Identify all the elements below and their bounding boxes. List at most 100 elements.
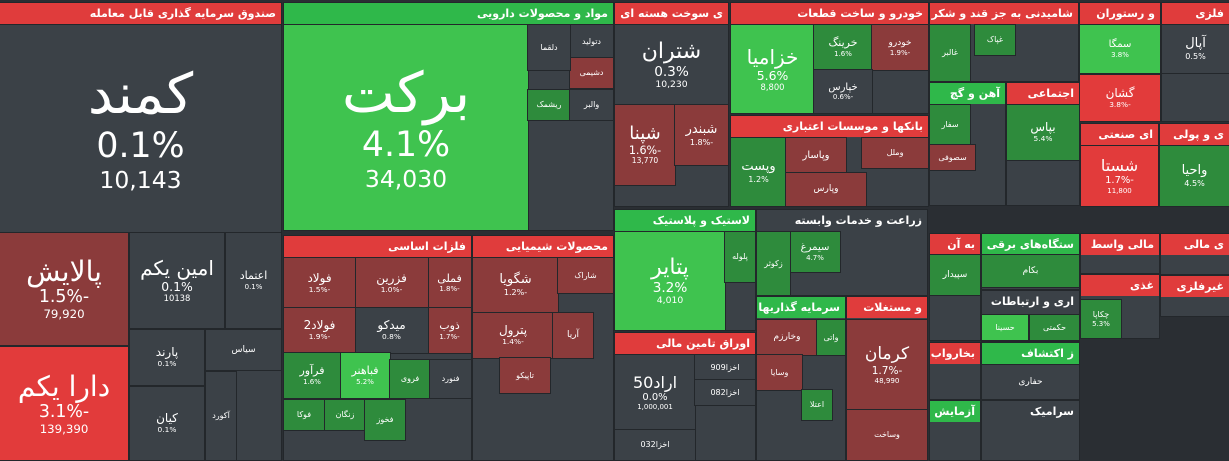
stock-tile: گشان -3.8%	[1079, 74, 1161, 122]
stock-volume: 10,230	[655, 79, 688, 91]
stock-name: پترول	[498, 323, 528, 338]
sector-title: ی سوخت هسته ای	[615, 3, 728, 24]
stock-tile: پترول -1.4%	[472, 312, 554, 359]
stock-change: -1.7%	[1105, 175, 1134, 187]
sector-title: سرمایه گذاریها	[757, 297, 845, 318]
stock-tile: بپاس 5.4%	[1006, 104, 1080, 161]
stock-tile: پارند 0.1%	[129, 329, 205, 386]
stock-change: 5.4%	[1033, 134, 1053, 144]
stock-tile: سصوفی	[929, 144, 976, 171]
stock-tile: وملل	[861, 137, 929, 169]
stock-name: سپیدار	[942, 269, 968, 280]
sector-title: فلزی	[1162, 3, 1229, 24]
stock-name: دتولید	[582, 36, 601, 46]
stock-name: اعتلا	[809, 400, 825, 410]
stock-change: 5.2%	[356, 377, 374, 386]
stock-change: 0.5%	[1185, 51, 1206, 61]
sector-title: غذی	[1081, 275, 1159, 296]
sector-title: غیرفلزی	[1161, 276, 1229, 297]
stock-name: شاراک	[574, 270, 597, 280]
sector-title: اوراق تامین مالی	[615, 333, 755, 354]
stock-name: آکورد	[212, 411, 230, 421]
stock-name: سفار	[941, 120, 959, 130]
stock-tile: خرینگ 1.6%	[813, 24, 873, 71]
stock-name: فرآور	[299, 364, 325, 378]
stock-name: واتی	[823, 332, 839, 342]
stock-tile: شپنا -1.6% 13,770	[614, 104, 676, 186]
stock-name: سیاس	[231, 344, 256, 355]
stock-change: -1.5%	[38, 287, 90, 308]
stock-tile: فزرین -1.0%	[354, 257, 429, 309]
stock-volume: 79,920	[43, 307, 85, 322]
stock-name: اخزا909	[710, 362, 740, 372]
stock-tile: فولاد2 -1.9%	[283, 307, 356, 354]
stock-tile: فروی	[389, 359, 431, 399]
sector-title: ستگاه‌های برقی	[982, 234, 1079, 255]
stock-change: -1.9%	[308, 332, 331, 342]
stock-name: شستا	[1100, 156, 1139, 176]
stock-change: 3.2%	[652, 279, 688, 296]
stock-change: -1.8%	[439, 285, 460, 294]
stock-change: 5.6%	[756, 67, 789, 83]
stock-name: شتران	[641, 39, 702, 65]
stock-tile: سیاس	[205, 329, 282, 371]
stock-volume: 48,990	[874, 375, 900, 385]
stock-tile: وساخت	[846, 409, 928, 461]
stock-tile: زکوثر	[756, 231, 791, 296]
stock-change: 0.3%	[654, 63, 689, 80]
sector: سرامیک	[981, 400, 1080, 461]
stock-name: فملی	[437, 271, 462, 285]
sector: بخارواب گرم	[929, 342, 981, 400]
stock-name: شگویا	[499, 272, 532, 288]
stock-name: بکام	[1022, 265, 1039, 276]
stock-change: -3.8%	[1109, 99, 1131, 109]
stock-tile: اعتلا	[801, 389, 833, 421]
stock-volume: 13,770	[631, 156, 659, 166]
stock-name: غالبر	[942, 48, 958, 58]
stock-tile: وخارزم	[756, 319, 818, 356]
stock-tile: خزامیا 5.6% 8,800	[730, 24, 815, 114]
stock-change: -0.6%	[832, 93, 854, 102]
stock-tile: سیمرغ 4.7%	[789, 231, 841, 273]
stock-name: زنگان	[335, 410, 355, 420]
sector-title: اری و ارتباطات	[982, 291, 1079, 312]
stock-change: -3.1%	[38, 401, 90, 422]
stock-name: وپاسار	[802, 149, 830, 161]
sector-title: و مستغلات	[847, 297, 927, 318]
stock-name: ریشمک	[536, 100, 562, 110]
stock-name: غپاک	[986, 35, 1004, 45]
stock-change: 0.1%	[96, 126, 185, 167]
stock-tile: پتایر 3.2% 4,010	[614, 231, 726, 331]
sector: ی مالی	[1160, 233, 1229, 275]
sector-title: و رستوران	[1080, 3, 1160, 24]
stock-name: خودرو	[888, 38, 912, 49]
stock-name: وملل	[886, 148, 904, 158]
stock-name: کیان	[156, 411, 178, 426]
stock-tile: خودرو -1.9%	[871, 24, 929, 71]
stock-name: اخزا082	[710, 387, 740, 397]
stock-name: برکت	[341, 60, 471, 126]
sector-title: ی مالی	[1161, 234, 1229, 255]
stock-name: دارا یکم	[17, 369, 111, 403]
stock-tile: خپارس -0.6%	[813, 69, 873, 114]
stock-volume: 10138	[163, 293, 191, 304]
stock-change: 1.6%	[303, 377, 321, 386]
stock-name: اعتماد	[239, 269, 268, 283]
stock-name: پالایش	[26, 255, 102, 289]
stock-name: پتایر	[651, 255, 689, 281]
stock-name: سیمرغ	[800, 242, 830, 254]
stock-change: -1.2%	[503, 288, 528, 298]
stock-tile: حفاری	[981, 364, 1080, 400]
stock-tile: سمگا 3.8%	[1079, 24, 1161, 74]
stock-change: 0.0%	[642, 391, 668, 403]
stock-name: خپارس	[828, 81, 858, 93]
stock-tile: ریشمک	[527, 89, 571, 121]
stock-volume: 8,800	[760, 81, 785, 92]
stock-tile: شگویا -1.2%	[472, 257, 559, 314]
stock-tile: تاپیکو	[499, 357, 551, 394]
stock-volume: 11,800	[1107, 186, 1132, 195]
stock-tile: کمند 0.1% 10,143	[0, 24, 282, 233]
sector-title: آهن و گچ	[930, 83, 1005, 104]
stock-name: ذوب	[439, 319, 460, 333]
